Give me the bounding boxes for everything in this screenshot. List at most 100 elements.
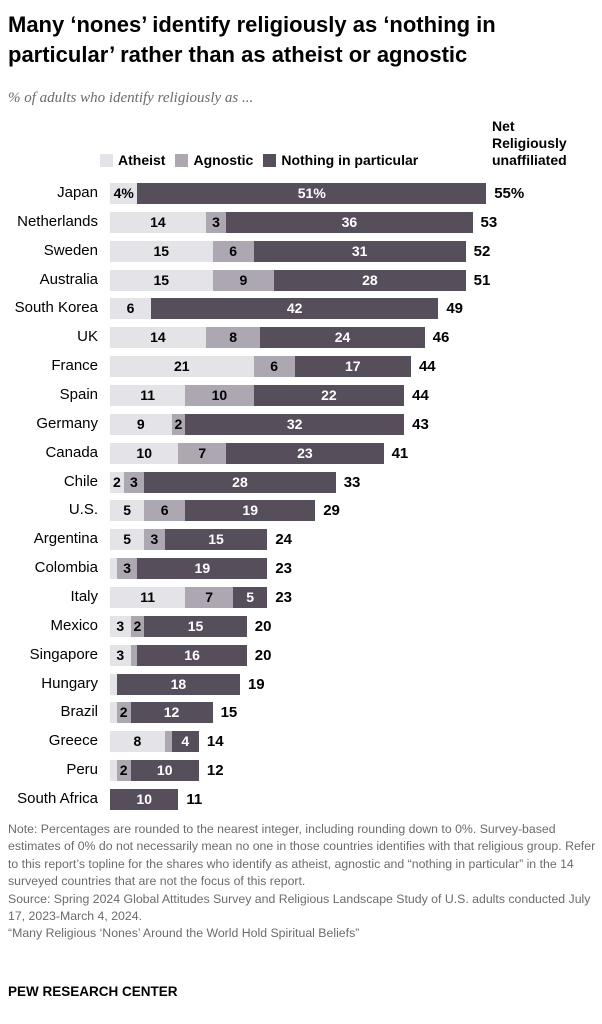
net-value-label: 29 (323, 502, 340, 520)
net-value-label: 53 (480, 213, 498, 231)
legend-label: Nothing in particular (281, 152, 419, 168)
bar-segment-atheist: 8 (110, 731, 165, 753)
legend-item-atheist: Atheist (100, 152, 165, 168)
bar-segment-nothing-in-particular: 12 (130, 702, 213, 724)
bar-row: Hungary 18 19 (0, 673, 602, 695)
bar-row: Chile 2 3 28 33 (0, 471, 602, 493)
net-value-label: 52 (473, 242, 491, 260)
net-value-label: 12 (206, 762, 224, 780)
bar-segment-atheist: 11 (110, 385, 186, 407)
bar-segment-agnostic: 2 (130, 615, 145, 637)
net-value-label: 44 (412, 387, 429, 405)
bar-segment-nothing-in-particular: 16 (137, 644, 247, 666)
net-value-label: 24 (275, 531, 292, 549)
bar-row: Sweden 15 6 31 52 (0, 240, 602, 262)
category-label: Peru (66, 761, 98, 779)
bar-segment-nothing-in-particular: 23 (226, 442, 384, 464)
bar-segment-nothing-in-particular: 24 (260, 327, 425, 349)
bar-row: UK 14 8 24 46 (0, 327, 602, 349)
bar-segment-agnostic: 6 (212, 240, 254, 262)
category-label: U.S. (68, 501, 98, 519)
bar-row: Spain 11 10 22 44 (0, 385, 602, 407)
bar-segment-agnostic: 6 (144, 500, 186, 522)
legend-label: Atheist (118, 152, 166, 168)
bar-row: Germany 9 2 32 43 (0, 413, 602, 435)
bar-segment-atheist: 9 (110, 413, 172, 435)
category-label: Singapore (29, 645, 98, 663)
net-value-label: 20 (254, 617, 272, 635)
bar-row: South Korea 6 42 49 (0, 298, 602, 320)
bar-segment-nothing-in-particular: 42 (151, 298, 439, 320)
category-label: UK (77, 328, 98, 346)
bar-row: Canada 10 7 23 41 (0, 442, 602, 464)
category-label: Mexico (50, 616, 98, 634)
bar-row: Peru 2 10 12 (0, 760, 602, 782)
bar-segment-atheist (110, 702, 117, 724)
bar-row: Brazil 2 12 15 (0, 702, 602, 724)
net-header-text: Net Religiously unaffiliated (492, 118, 567, 168)
bar-row: South Africa 10 11 (0, 789, 602, 811)
note: Note: Percentages are rounded to the nea… (8, 822, 596, 889)
bar-segment-nothing-in-particular: 17 (294, 356, 411, 378)
category-label: France (51, 357, 98, 375)
bar-segment-nothing-in-particular: 36 (226, 211, 473, 233)
bar-segment-agnostic: 10 (185, 385, 254, 407)
bar-segment-nothing-in-particular: 19 (185, 500, 316, 522)
legend-item-nothing: Nothing in particular (263, 152, 418, 168)
bar-segment-nothing-in-particular: 15 (144, 615, 247, 637)
bar-segment-agnostic: 2 (171, 413, 186, 435)
chart-title: Many ‘nones’ identify religiously as ‘no… (8, 12, 496, 67)
bar-segment-atheist: 2 (110, 471, 124, 493)
bar-segment-nothing-in-particular: 18 (116, 673, 240, 695)
bar-segment-agnostic: 8 (205, 327, 261, 349)
bar-segment-atheist (110, 760, 117, 782)
category-label: Spain (59, 386, 98, 404)
legend-item-agnostic: Agnostic (175, 152, 253, 168)
bar-segment-nothing-in-particular: 31 (253, 240, 466, 262)
category-label: Greece (48, 732, 98, 750)
notes: Note: Percentages are rounded to the nea… (8, 821, 598, 943)
bar-row: Mexico 3 2 15 20 (0, 615, 602, 637)
net-value-label: 15 (220, 704, 238, 722)
bar-row: France 21 6 17 44 (0, 356, 602, 378)
bar-segment-atheist: 15 (110, 240, 213, 262)
bar-segment-agnostic: 3 (123, 471, 145, 493)
category-label: Sweden (43, 241, 98, 259)
bar-segment-agnostic: 9 (212, 269, 275, 291)
category-label: Australia (39, 270, 98, 288)
bar-segment-nothing-in-particular: 4 (171, 731, 199, 753)
legend-label: Agnostic (193, 152, 254, 168)
bar-segment-agnostic (130, 644, 138, 666)
net-value-label: 33 (343, 473, 361, 491)
net-value-label: 23 (275, 589, 292, 607)
category-label: Argentina (33, 530, 98, 548)
net-value-label: 11 (186, 791, 203, 809)
net-value-label: 49 (446, 300, 463, 318)
bar-segment-atheist: 21 (110, 356, 254, 378)
bar-row: Japan 4% 51% 55% (0, 183, 602, 204)
bar-segment-nothing-in-particular: 10 (130, 760, 199, 782)
bar-segment-atheist: 3 (110, 615, 131, 637)
category-label: Canada (45, 443, 98, 461)
bar-segment-atheist: 15 (110, 269, 213, 291)
bar-row: Colombia 3 19 23 (0, 558, 602, 580)
bar-row: U.S. 5 6 19 29 (0, 500, 602, 522)
bar-segment-atheist: 4% (110, 183, 138, 204)
category-label: Chile (63, 472, 98, 490)
net-value-label: 51 (473, 271, 491, 289)
net-header: Net Religiously unaffiliated (492, 118, 584, 169)
bar-segment-atheist: 5 (110, 500, 145, 522)
net-value-label: 46 (432, 329, 450, 347)
bar-segment-agnostic: 3 (116, 558, 138, 580)
bar-segment-agnostic: 3 (144, 529, 165, 551)
category-label: South Africa (17, 790, 98, 808)
bar-segment-nothing-in-particular: 5 (233, 587, 268, 609)
bar-segment-agnostic: 6 (253, 356, 295, 378)
bar-segment-atheist: 14 (110, 327, 206, 349)
bar-segment-atheist: 14 (110, 211, 206, 233)
bar-segment-nothing-in-particular: 32 (185, 413, 405, 435)
source: Source: Spring 2024 Global Attitudes Sur… (8, 891, 591, 924)
bar-segment-agnostic: 7 (185, 587, 234, 609)
bar-segment-agnostic: 3 (205, 211, 227, 233)
